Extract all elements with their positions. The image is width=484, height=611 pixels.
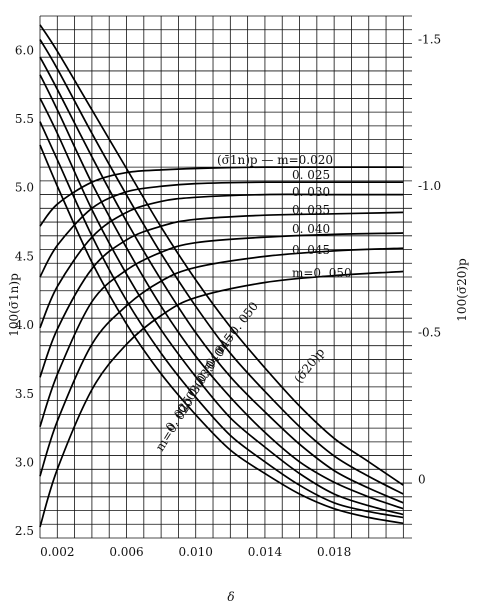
sigma20-series-line-1: [39, 39, 404, 495]
tick-labels: 0.002 0.006 0.010 0.014 0.018 2.5 3.0 3.5 4.0 4.5…: [15, 32, 441, 559]
sigma1n-series-line-1: [39, 181, 404, 278]
sigma20-series-line-3: [39, 74, 404, 510]
x-tick-label: 0.014: [248, 545, 283, 559]
sigma20-series-line-2: [39, 56, 404, 504]
curve-label-right-0.020: m=0. 020: [153, 396, 196, 454]
sigma20-series-line-5: [39, 121, 404, 519]
curve-label-left-group-top: (σ̄1n)p — m=0.020: [217, 153, 333, 167]
curve-label-left-0.030: 0. 030: [292, 185, 330, 199]
y-right-tick-label: 0: [418, 472, 426, 486]
y-left-tick-label: 3.5: [15, 387, 34, 401]
x-tick-label: 0.018: [317, 545, 351, 559]
y-left-tick-label: 2.5: [15, 524, 34, 538]
y-left-tick-label: 5.5: [15, 112, 34, 126]
x-tick-label: 0.006: [109, 545, 143, 559]
curve-label-left-0.025: 0. 025: [292, 168, 330, 182]
sigma20-series-line-0: [39, 24, 404, 486]
x-tick-label: 0.010: [179, 545, 213, 559]
curve-label-left-0.050: m=0. 050: [292, 266, 352, 280]
y-left-tick-label: 4.5: [15, 249, 34, 263]
curves: [39, 24, 404, 528]
y-left-tick-label: 5.0: [15, 181, 34, 195]
sigma1n-series-line-2: [39, 193, 404, 329]
curve-label-right-group: (σ̄20)p: [291, 345, 327, 386]
y-right-tick-label: -1.0: [418, 179, 441, 193]
y-left-tick-label: 6.0: [15, 43, 34, 57]
sigma1n-series-line-6: [39, 270, 404, 528]
x-axis-title: δ: [227, 590, 234, 604]
y-right-axis-title: 100(σ̄20)p: [455, 258, 469, 322]
sigma20-series-line-4: [39, 97, 404, 516]
y-left-tick-label: 4.0: [15, 318, 34, 332]
sigma20-series-line-6: [39, 144, 404, 525]
y-left-axis-title: 100(σ̄1n)p: [7, 273, 21, 337]
y-right-tick-label: -0.5: [418, 326, 441, 340]
curve-label-left-0.045: 0. 045: [292, 243, 330, 257]
sigma1n-series-line-0: [39, 166, 404, 227]
curve-label-left-0.035: 0. 035: [292, 203, 330, 217]
y-right-tick-label: -1.5: [418, 32, 441, 46]
gridlines: [39, 15, 412, 539]
curve-label-left-0.040: 0. 040: [292, 222, 330, 236]
x-tick-label: 0.002: [40, 545, 74, 559]
y-left-tick-label: 3.0: [15, 455, 34, 469]
